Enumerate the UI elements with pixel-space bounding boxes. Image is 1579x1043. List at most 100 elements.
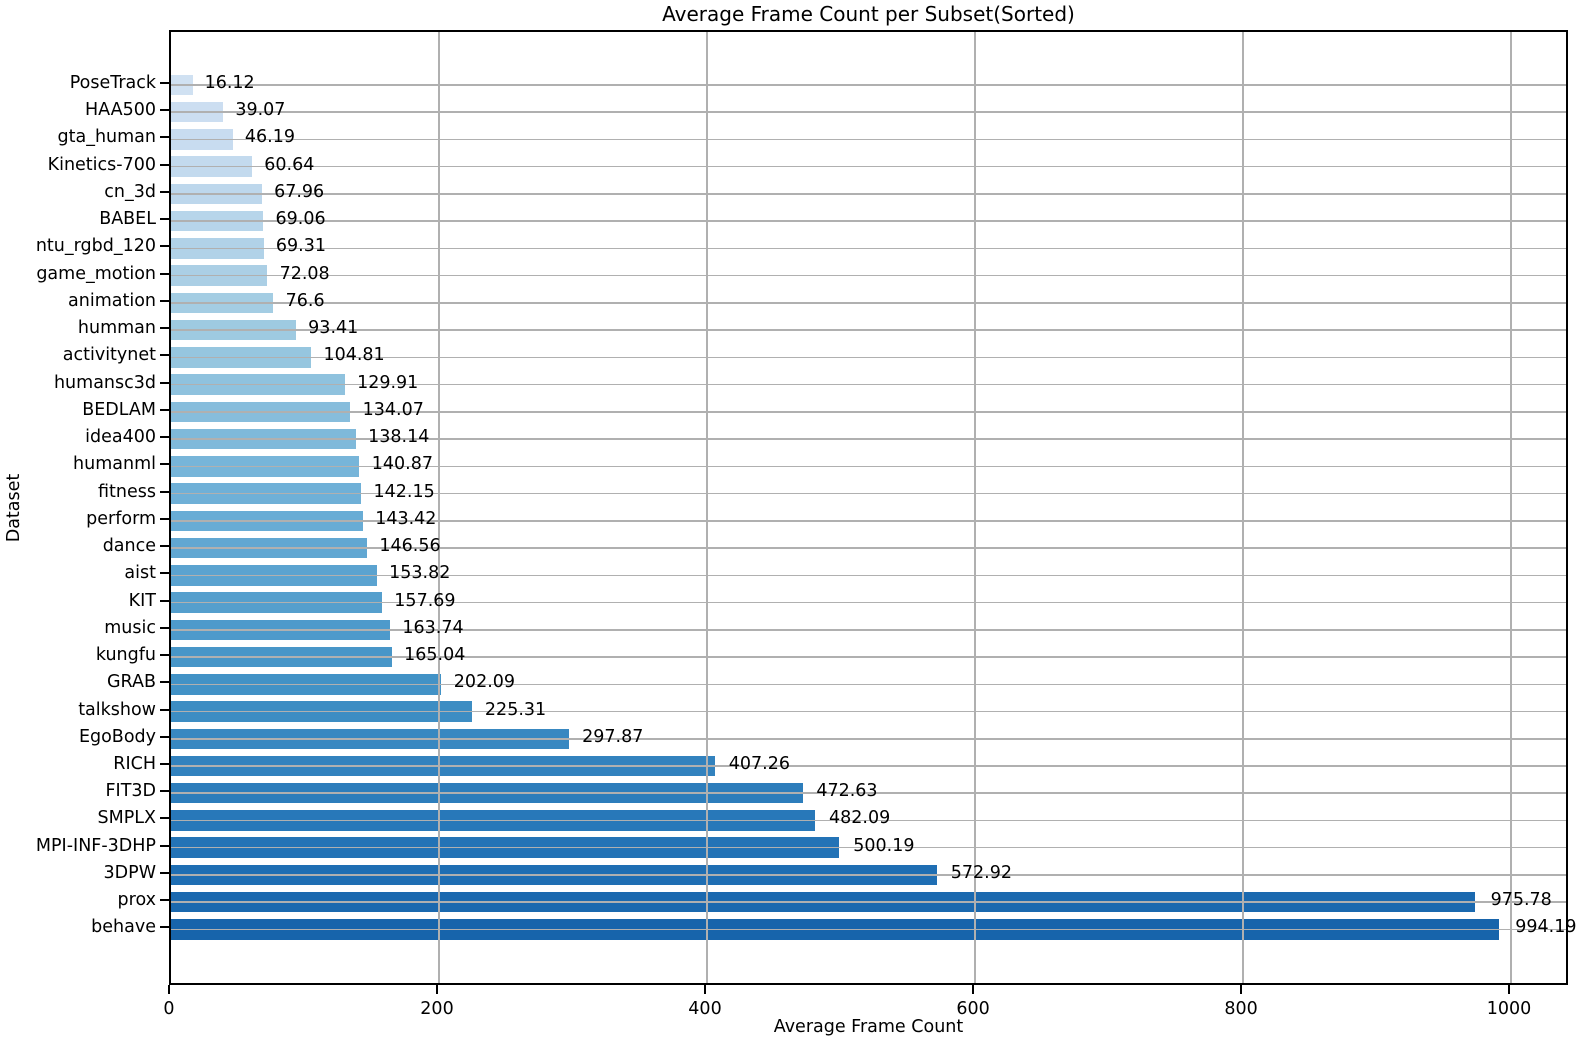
bar-value-label: 60.64 (264, 154, 315, 175)
tick-mark (160, 408, 169, 411)
tick-mark (160, 299, 169, 302)
x-gridline (1242, 32, 1244, 983)
plot-area (169, 30, 1568, 985)
y-tick-label: EgoBody (78, 726, 156, 747)
y-tick-label: HAA500 (85, 100, 156, 121)
tick-mark (160, 136, 169, 139)
tick-mark (160, 844, 169, 847)
x-tick-label: 800 (1224, 999, 1258, 1019)
y-tick-label: talkshow (78, 699, 156, 720)
bar-value-label: 46.19 (244, 127, 295, 148)
bar-value-label: 163.74 (402, 617, 464, 638)
y-tick-label: perform (86, 508, 156, 529)
y-gridline (171, 520, 1566, 522)
y-gridline (171, 710, 1566, 713)
y-gridline (171, 193, 1566, 195)
y-tick-label: ntu_rgbd_120 (35, 236, 156, 257)
y-gridline (171, 438, 1566, 440)
bar-value-label: 297.87 (582, 726, 644, 747)
bar-value-label: 67.96 (274, 181, 325, 202)
bar-value-label: 142.15 (373, 481, 435, 502)
tick-mark (160, 517, 169, 520)
bar-value-label: 153.82 (389, 563, 451, 584)
y-gridline (171, 138, 1566, 141)
tick-mark (160, 654, 169, 657)
y-gridline (171, 846, 1566, 849)
y-gridline (171, 874, 1566, 876)
y-gridline (171, 792, 1566, 794)
tick-mark (160, 109, 169, 112)
bar-value-label: 76.6 (285, 290, 325, 311)
y-tick-label: BABEL (99, 209, 156, 230)
y-tick-label: humansc3d (53, 372, 156, 393)
tick-mark (160, 572, 169, 575)
y-tick-label: music (104, 617, 156, 638)
x-tick-label: 1000 (1486, 999, 1532, 1019)
y-gridline (171, 928, 1566, 931)
bar-value-label: 146.56 (379, 536, 441, 557)
y-gridline (171, 220, 1566, 222)
tick-mark (160, 354, 169, 357)
x-axis-label: Average Frame Count (773, 1017, 964, 1037)
y-gridline (171, 574, 1566, 577)
bar-value-label: 975.78 (1490, 890, 1552, 911)
y-gridline (171, 165, 1566, 168)
y-gridline (171, 111, 1566, 113)
tick-mark (160, 626, 169, 629)
y-tick-label: Kinetics-700 (47, 154, 156, 175)
x-gridline (438, 32, 440, 983)
bar-value-label: 157.69 (394, 590, 456, 611)
y-gridline (171, 465, 1566, 468)
bar-value-label: 572.92 (950, 862, 1012, 883)
tick-mark (160, 735, 169, 738)
y-gridline (171, 492, 1566, 495)
bar-value-label: 16.12 (204, 73, 255, 93)
y-tick-label: RICH (113, 754, 156, 774)
y-tick-label: kungfu (95, 645, 156, 666)
bar-value-label: 143.42 (375, 508, 437, 529)
y-tick-label: behave (91, 917, 156, 938)
bar-value-label: 104.81 (323, 345, 385, 366)
tick-mark (160, 190, 169, 193)
tick-mark (160, 463, 169, 466)
tick-mark (160, 926, 169, 929)
x-tick-label: 600 (956, 999, 990, 1019)
y-tick-label: fitness (98, 481, 156, 502)
tick-mark (972, 985, 975, 994)
y-tick-label: humman (77, 318, 156, 339)
tick-mark (704, 985, 706, 994)
y-gridline (171, 656, 1566, 658)
y-tick-label: KIT (128, 590, 156, 611)
tick-mark (160, 163, 169, 166)
y-tick-label: GRAB (107, 672, 156, 693)
y-gridline (171, 383, 1566, 386)
bar-value-label: 134.07 (362, 399, 424, 420)
bar-value-label: 93.41 (308, 318, 359, 339)
tick-mark (160, 490, 169, 493)
bar-value-label: 138.14 (368, 427, 430, 448)
x-gridline (974, 32, 976, 983)
y-tick-label: dance (102, 536, 156, 557)
y-tick-label: 3DPW (103, 862, 156, 883)
y-gridline (171, 819, 1566, 822)
tick-mark (160, 790, 169, 793)
y-tick-label: gta_human (57, 127, 157, 148)
y-gridline (171, 329, 1566, 331)
tick-mark (160, 327, 169, 330)
bar-value-label: 994.19 (1515, 917, 1577, 938)
bar-value-label: 72.08 (279, 263, 330, 284)
y-gridline (171, 547, 1566, 549)
y-gridline (171, 411, 1566, 413)
tick-mark (168, 985, 170, 994)
bar-value-label: 500.19 (853, 835, 915, 856)
y-gridline (171, 84, 1566, 86)
y-gridline (171, 274, 1566, 277)
bar-value-label: 472.63 (816, 781, 878, 802)
bar-value-label: 165.04 (404, 645, 466, 666)
y-gridline (171, 738, 1566, 740)
y-gridline (171, 683, 1566, 686)
tick-mark (160, 381, 169, 384)
y-tick-label: BEDLAM (82, 399, 156, 420)
tick-mark (160, 763, 169, 765)
